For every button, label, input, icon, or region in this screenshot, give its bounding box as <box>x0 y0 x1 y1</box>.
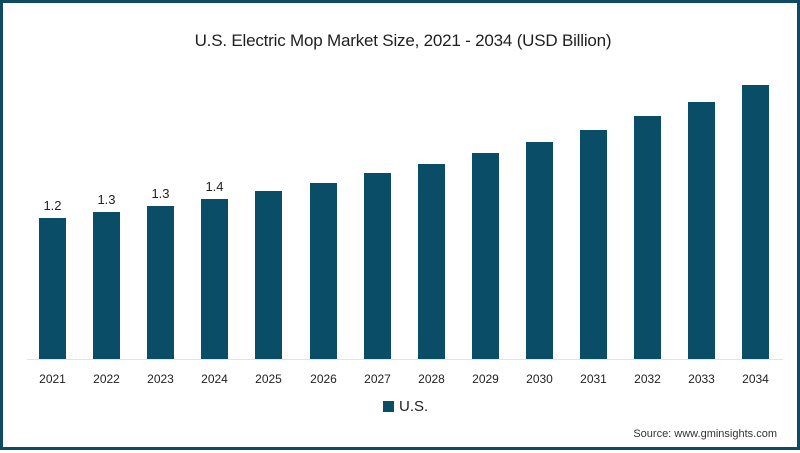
bar-2025 <box>255 190 282 359</box>
data-label: 1.3 <box>97 192 116 208</box>
x-tick-label: 2023 <box>147 372 174 386</box>
bar-2021 <box>39 218 66 359</box>
bar-2027 <box>364 173 391 359</box>
bar-2028 <box>418 163 445 359</box>
x-tick-label: 2026 <box>310 372 337 386</box>
x-tick-label: 2025 <box>255 372 282 386</box>
x-tick-label: 2024 <box>201 372 228 386</box>
bar-2023 <box>147 206 174 359</box>
x-tick-label: 2027 <box>364 372 391 386</box>
x-tick-label: 2032 <box>634 372 661 386</box>
legend: U.S. <box>383 398 428 415</box>
plot-area: 2021 1.2 2022 1.3 2023 1.3 2024 1.4 2025 2026 2027… <box>3 3 800 453</box>
bar-2030 <box>526 141 553 359</box>
bar-2026 <box>310 182 337 359</box>
bar-2034 <box>742 85 769 359</box>
bar-2032 <box>634 115 661 359</box>
bar-2031 <box>580 129 607 359</box>
bar-2029 <box>472 153 499 359</box>
x-tick-label: 2022 <box>93 372 120 386</box>
x-axis-line <box>27 359 783 360</box>
legend-label: U.S. <box>399 398 429 415</box>
x-tick-label: 2029 <box>472 372 499 386</box>
x-tick-label: 2031 <box>580 372 607 386</box>
bar-2033 <box>688 101 715 359</box>
x-tick-label: 2034 <box>742 372 769 386</box>
x-tick-label: 2021 <box>39 372 66 386</box>
legend-swatch <box>383 401 394 412</box>
source-note: Source: www.gminsights.com <box>633 428 777 440</box>
data-label: 1.2 <box>43 198 62 213</box>
data-label: 1.3 <box>151 186 170 202</box>
x-tick-label: 2028 <box>418 372 445 386</box>
x-tick-label: 2033 <box>688 372 715 386</box>
data-label: 1.4 <box>205 179 224 195</box>
chart-title: U.S. Electric Mop Market Size, 2021 - 20… <box>194 31 612 50</box>
bar-2022 <box>93 212 120 359</box>
x-tick-label: 2030 <box>526 372 553 386</box>
bar-2024 <box>201 199 228 359</box>
